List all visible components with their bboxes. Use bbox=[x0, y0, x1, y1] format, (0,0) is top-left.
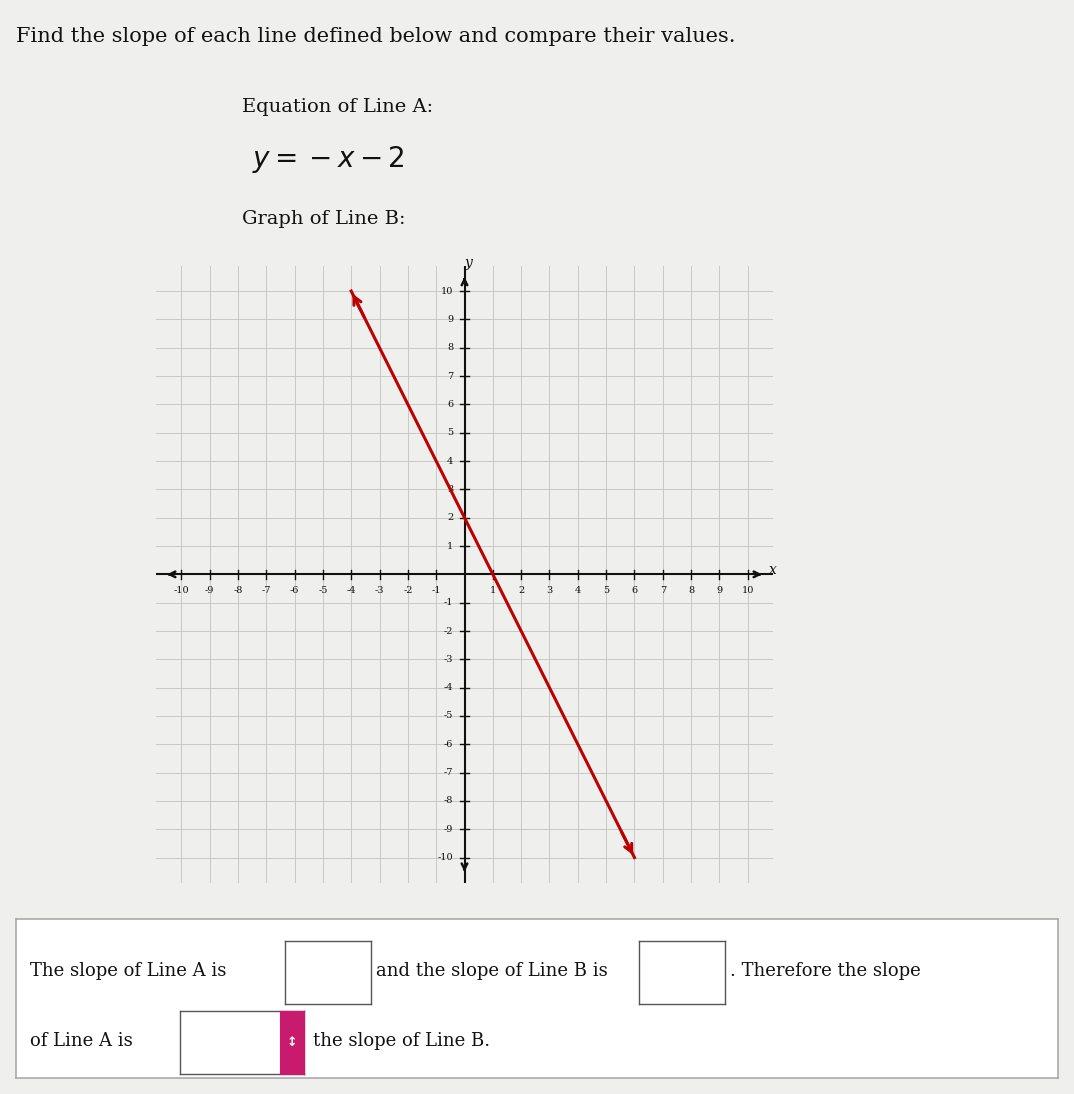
Text: -4: -4 bbox=[444, 683, 453, 693]
Text: -10: -10 bbox=[437, 853, 453, 862]
Text: 6: 6 bbox=[447, 400, 453, 409]
Text: -4: -4 bbox=[347, 585, 355, 595]
Text: -7: -7 bbox=[444, 768, 453, 777]
Text: -3: -3 bbox=[375, 585, 384, 595]
Text: $y = -x - 2$: $y = -x - 2$ bbox=[252, 144, 405, 175]
Text: -2: -2 bbox=[444, 627, 453, 636]
Text: the slope of Line B.: the slope of Line B. bbox=[313, 1033, 490, 1050]
Text: 4: 4 bbox=[575, 585, 581, 595]
Text: 2: 2 bbox=[518, 585, 524, 595]
Text: -6: -6 bbox=[444, 740, 453, 748]
Text: 10: 10 bbox=[440, 287, 453, 295]
Text: The slope of Line A is: The slope of Line A is bbox=[30, 963, 227, 980]
Text: 8: 8 bbox=[447, 344, 453, 352]
Text: -7: -7 bbox=[261, 585, 271, 595]
Text: 9: 9 bbox=[447, 315, 453, 324]
Text: -10: -10 bbox=[173, 585, 189, 595]
Text: 4: 4 bbox=[447, 456, 453, 466]
Text: ↕: ↕ bbox=[287, 1036, 297, 1049]
Text: -9: -9 bbox=[444, 825, 453, 834]
Text: 3: 3 bbox=[447, 485, 453, 493]
Text: -5: -5 bbox=[318, 585, 328, 595]
Text: 5: 5 bbox=[447, 428, 453, 438]
Text: of Line A is: of Line A is bbox=[30, 1033, 133, 1050]
Text: -2: -2 bbox=[403, 585, 412, 595]
Text: 8: 8 bbox=[688, 585, 694, 595]
Text: 5: 5 bbox=[604, 585, 609, 595]
Text: -5: -5 bbox=[444, 711, 453, 721]
Text: -1: -1 bbox=[432, 585, 441, 595]
Text: -3: -3 bbox=[444, 655, 453, 664]
Text: Equation of Line A:: Equation of Line A: bbox=[242, 98, 433, 116]
Text: 7: 7 bbox=[447, 372, 453, 381]
Text: -9: -9 bbox=[205, 585, 214, 595]
Text: 7: 7 bbox=[659, 585, 666, 595]
Text: -6: -6 bbox=[290, 585, 300, 595]
Text: 6: 6 bbox=[632, 585, 638, 595]
Text: 3: 3 bbox=[547, 585, 553, 595]
Text: and the slope of Line B is: and the slope of Line B is bbox=[376, 963, 608, 980]
Text: y: y bbox=[465, 256, 473, 270]
Text: x: x bbox=[769, 563, 777, 578]
Text: Find the slope of each line defined below and compare their values.: Find the slope of each line defined belo… bbox=[16, 27, 736, 46]
Text: -1: -1 bbox=[444, 598, 453, 607]
Text: . Therefore the slope: . Therefore the slope bbox=[730, 963, 921, 980]
Text: 9: 9 bbox=[716, 585, 723, 595]
Text: 1: 1 bbox=[447, 542, 453, 550]
Text: 2: 2 bbox=[447, 513, 453, 522]
Text: 10: 10 bbox=[742, 585, 754, 595]
Text: 1: 1 bbox=[490, 585, 496, 595]
Text: Graph of Line B:: Graph of Line B: bbox=[242, 210, 405, 228]
Text: -8: -8 bbox=[444, 796, 453, 805]
Text: -8: -8 bbox=[233, 585, 243, 595]
